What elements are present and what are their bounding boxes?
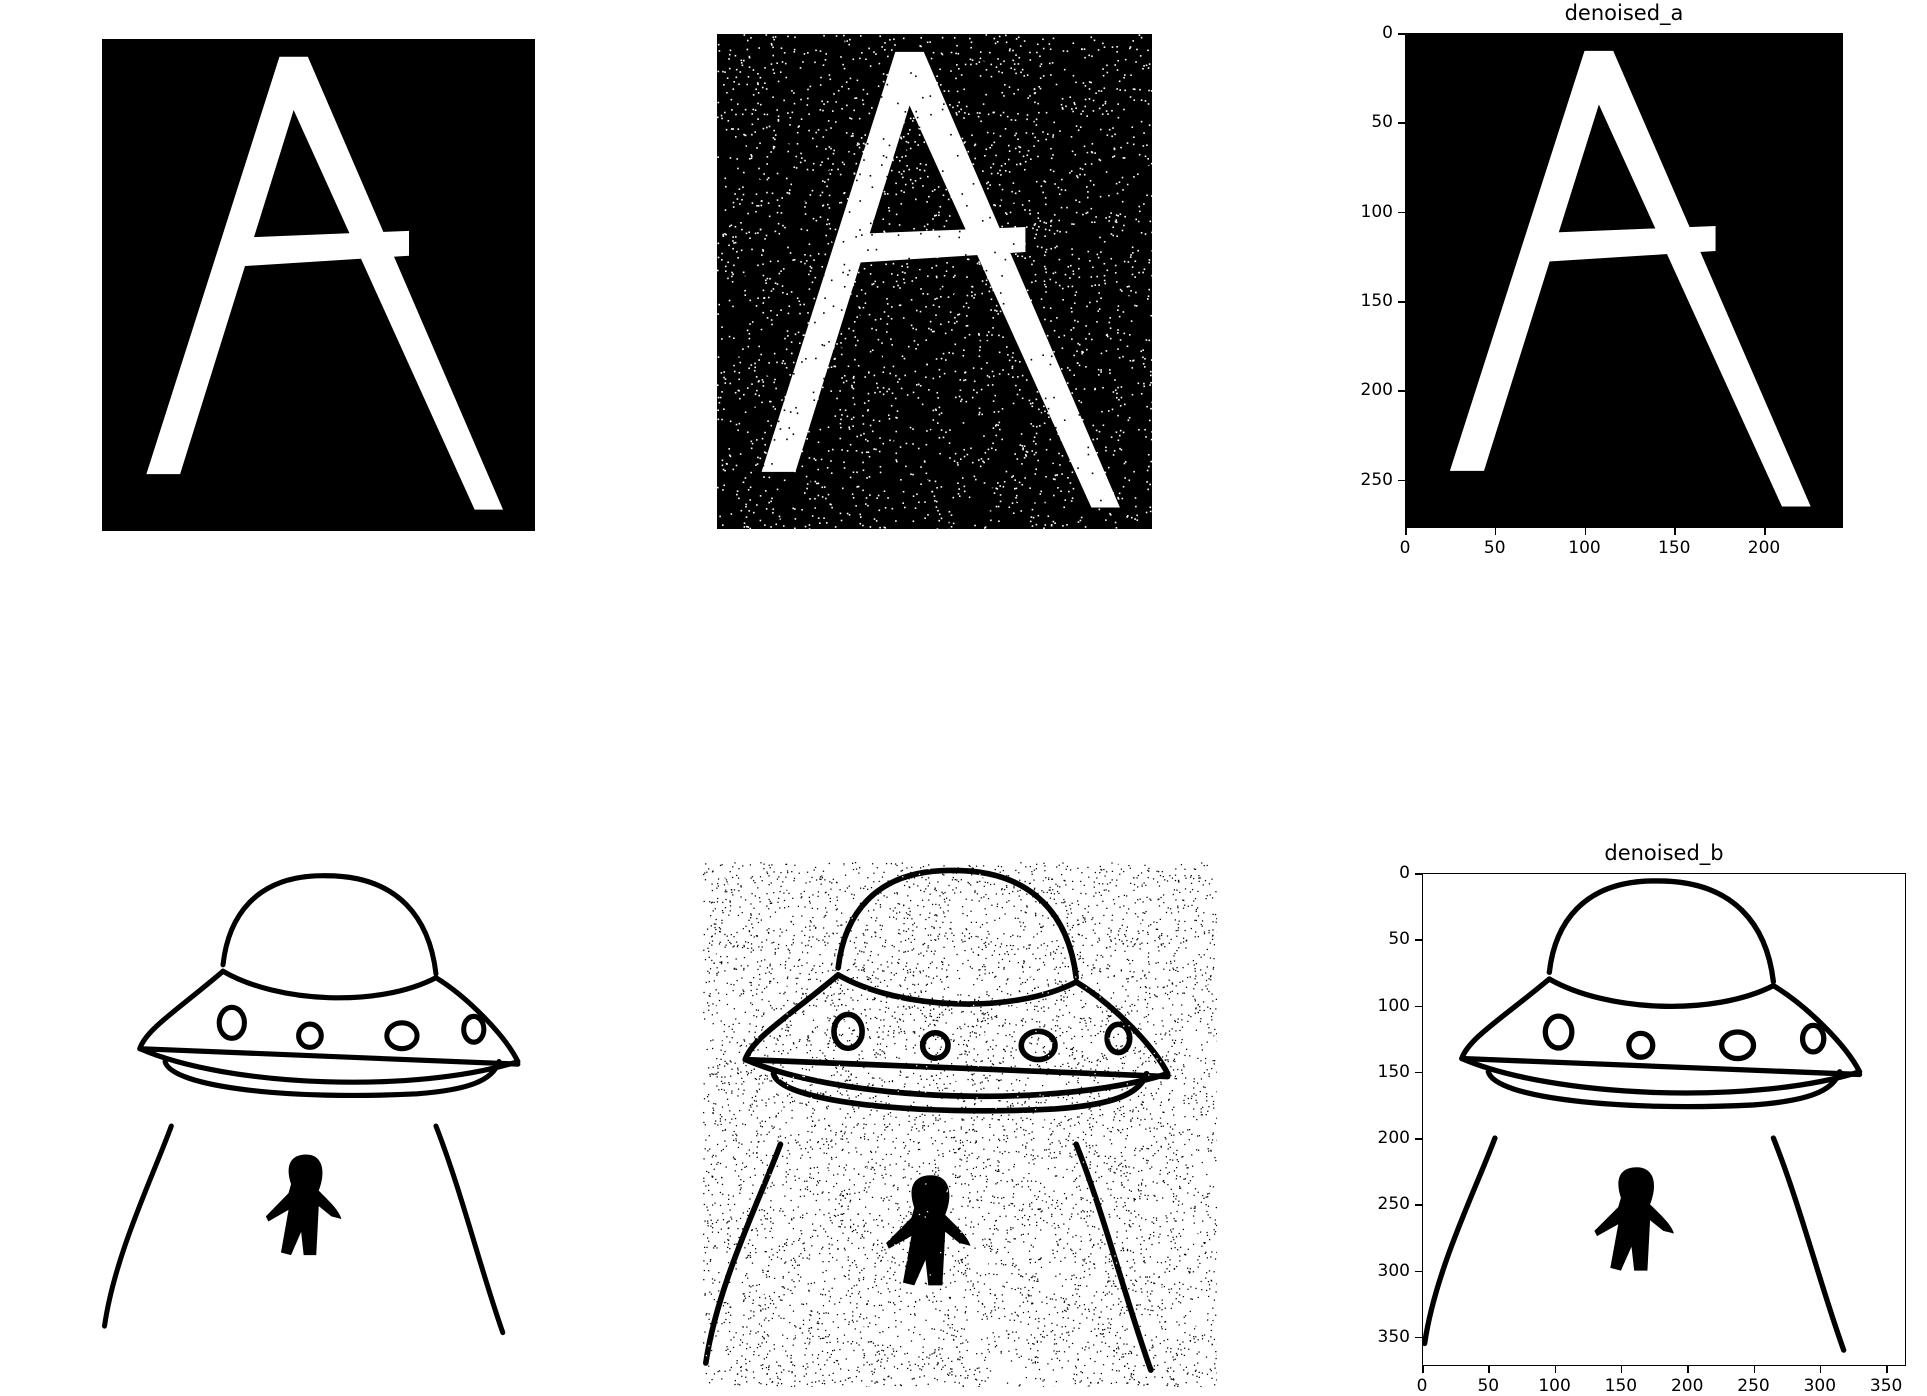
- x-tick-label: 0: [1417, 1376, 1428, 1396]
- x-tick-mark: [1886, 1366, 1888, 1373]
- x-tick-mark: [1495, 528, 1497, 535]
- x-tick-mark: [1764, 528, 1766, 535]
- y-tick-label: 250: [1378, 1194, 1410, 1214]
- x-tick-mark: [1820, 1366, 1822, 1373]
- y-tick-label: 150: [1378, 1062, 1410, 1082]
- x-tick-label: 200: [1748, 538, 1780, 558]
- y-tick-label: 300: [1378, 1261, 1410, 1281]
- y-tick-mark: [1415, 1006, 1422, 1008]
- y-tick-mark: [1398, 390, 1405, 392]
- x-tick-mark: [1621, 1366, 1623, 1373]
- y-tick-label: 150: [1361, 291, 1393, 311]
- x-tick-label: 250: [1737, 1376, 1769, 1396]
- y-tick-mark: [1415, 1271, 1422, 1273]
- y-tick-mark: [1415, 939, 1422, 941]
- y-tick-mark: [1398, 33, 1405, 35]
- y-tick-label: 50: [1371, 112, 1393, 132]
- y-tick-mark: [1398, 301, 1405, 303]
- y-tick-mark: [1398, 212, 1405, 214]
- y-tick-mark: [1398, 480, 1405, 482]
- y-tick-label: 350: [1378, 1327, 1410, 1347]
- y-tick-mark: [1415, 873, 1422, 875]
- x-tick-mark: [1405, 528, 1407, 535]
- y-tick-label: 100: [1361, 202, 1393, 222]
- y-tick-label: 200: [1378, 1128, 1410, 1148]
- x-tick-mark: [1754, 1366, 1756, 1373]
- y-tick-label: 50: [1388, 929, 1410, 949]
- image-ufo-noisy: [703, 862, 1217, 1387]
- y-tick-mark: [1415, 1138, 1422, 1140]
- x-tick-label: 100: [1538, 1376, 1570, 1396]
- x-tick-label: 50: [1484, 538, 1506, 558]
- x-tick-label: 200: [1671, 1376, 1703, 1396]
- image-letter-a-original: [102, 39, 535, 531]
- x-tick-label: 0: [1400, 538, 1411, 558]
- y-tick-label: 200: [1361, 380, 1393, 400]
- x-tick-mark: [1674, 528, 1676, 535]
- x-tick-label: 50: [1477, 1376, 1499, 1396]
- y-tick-mark: [1415, 1072, 1422, 1074]
- x-tick-label: 150: [1605, 1376, 1637, 1396]
- x-tick-mark: [1488, 1366, 1490, 1373]
- x-tick-label: 150: [1658, 538, 1690, 558]
- y-tick-label: 0: [1399, 863, 1410, 883]
- x-tick-label: 350: [1870, 1376, 1902, 1396]
- y-tick-label: 250: [1361, 470, 1393, 490]
- y-tick-mark: [1415, 1204, 1422, 1206]
- x-tick-mark: [1687, 1366, 1689, 1373]
- y-tick-mark: [1415, 1337, 1422, 1339]
- x-tick-label: 100: [1568, 538, 1600, 558]
- x-tick-label: 300: [1804, 1376, 1836, 1396]
- x-tick-mark: [1585, 528, 1587, 535]
- y-tick-mark: [1398, 122, 1405, 124]
- x-tick-mark: [1555, 1366, 1557, 1373]
- chart-title: denoised_b: [1604, 841, 1723, 865]
- chart-title: denoised_a: [1565, 1, 1684, 25]
- y-tick-label: 0: [1382, 23, 1393, 43]
- x-tick-mark: [1422, 1366, 1424, 1373]
- image-ufo-original: [102, 868, 562, 1348]
- image-letter-a-noisy: [717, 34, 1152, 529]
- y-tick-label: 100: [1378, 996, 1410, 1016]
